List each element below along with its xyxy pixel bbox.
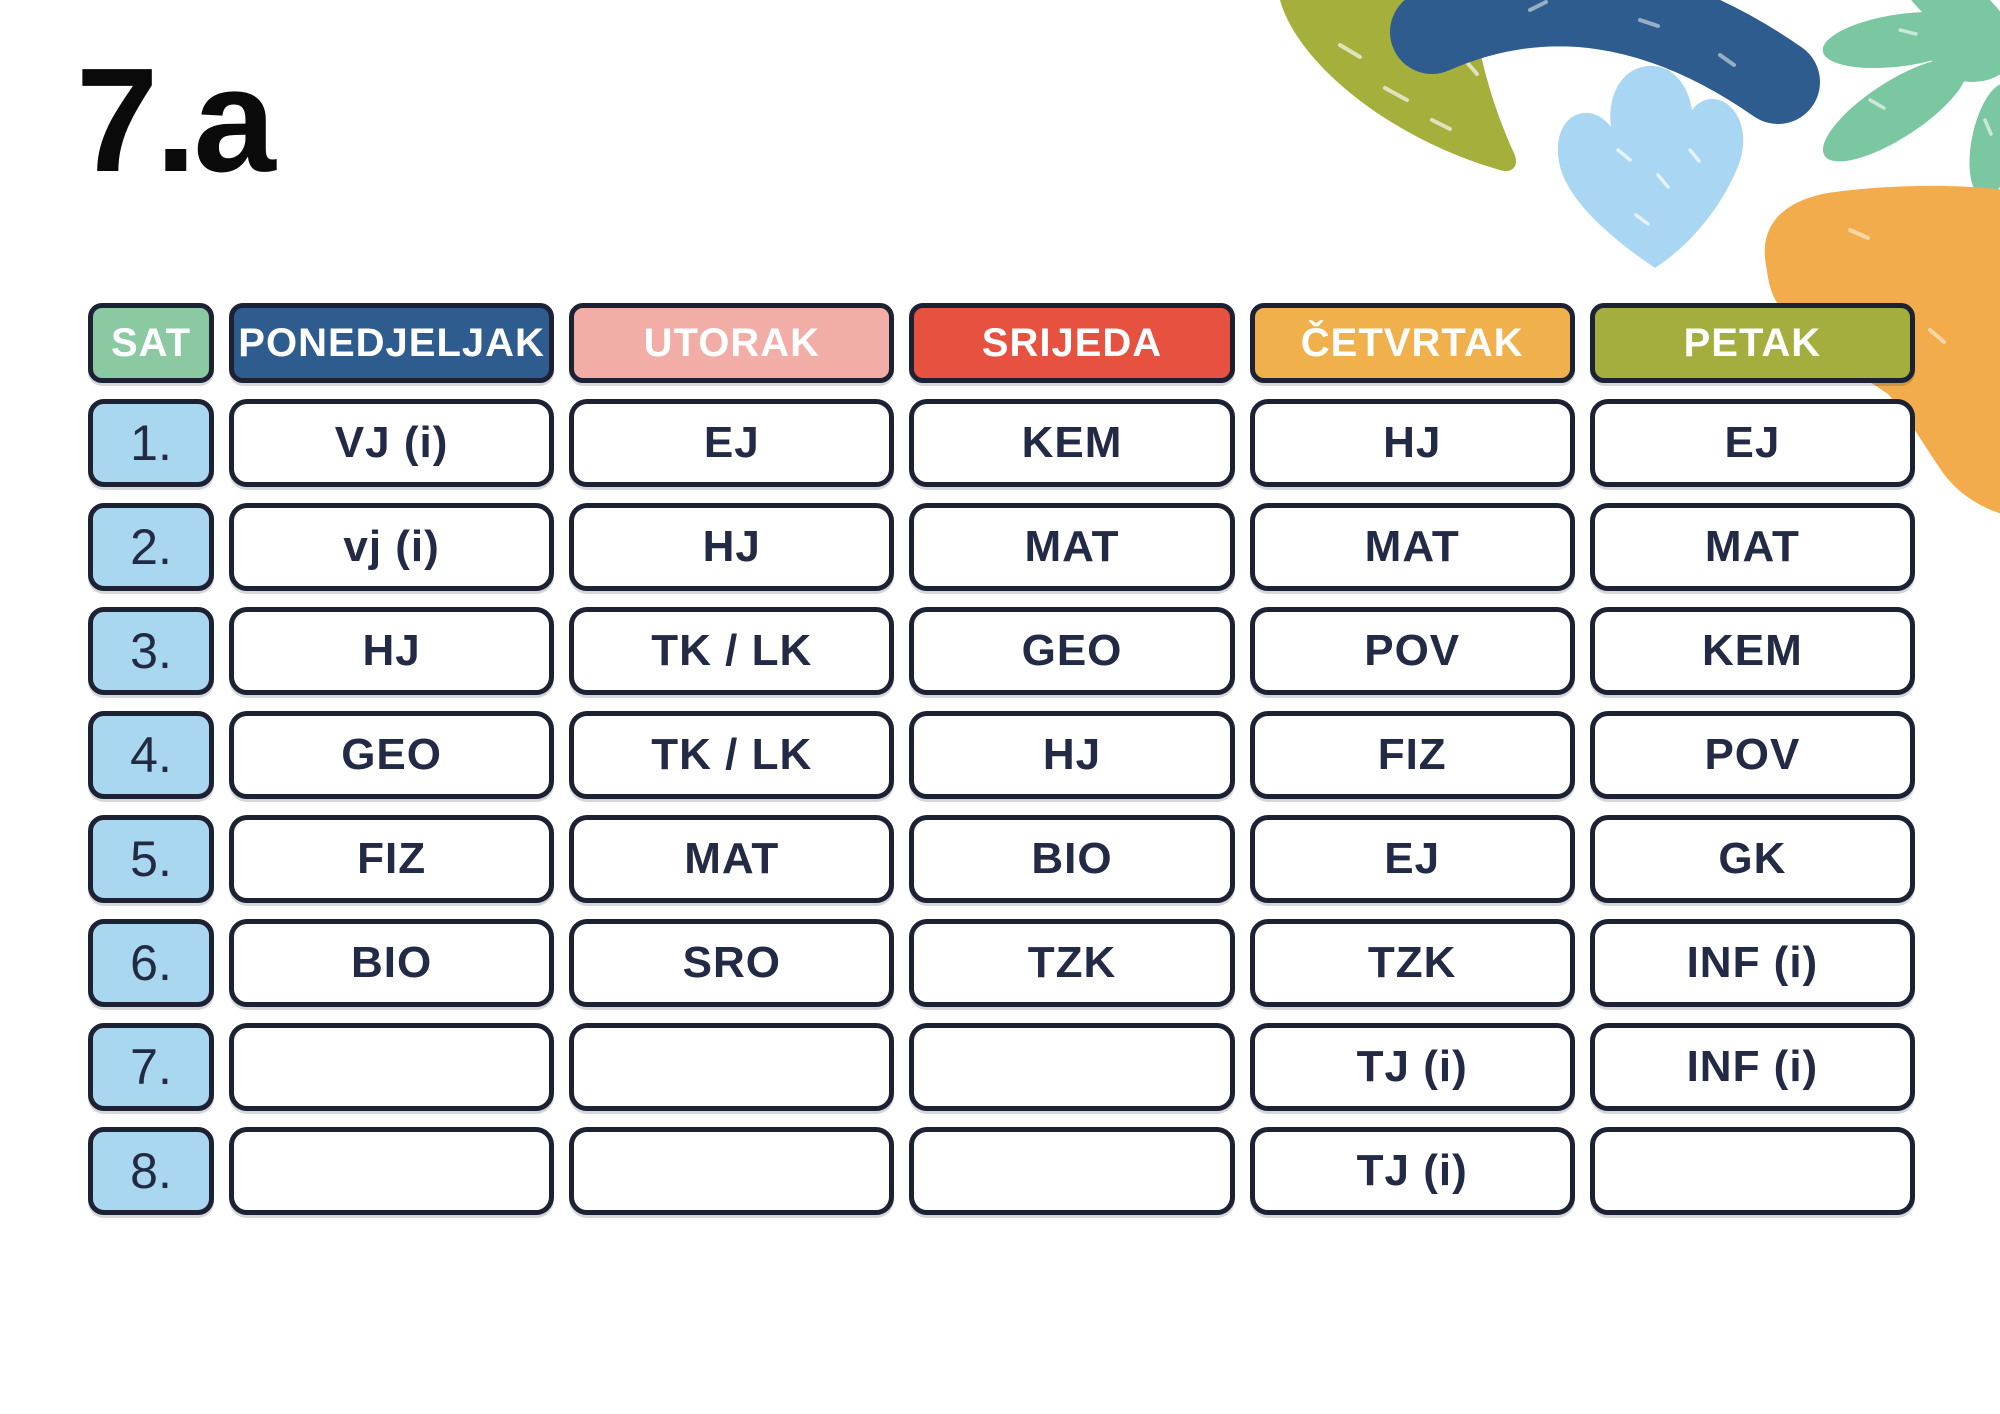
cell-cetvrtak-7: TJ (i) xyxy=(1249,1023,1575,1111)
cell-petak-3: KEM xyxy=(1589,607,1915,695)
cell-petak-4: POV xyxy=(1589,711,1915,799)
cell-petak-2: MAT xyxy=(1589,503,1915,591)
cell-srijeda-1: KEM xyxy=(909,399,1235,487)
timetable: SAT PONEDJELJAK UTORAK SRIJEDA ČETVRTAK PETAK… xyxy=(88,303,1915,1215)
cell-ponedjeljak-8 xyxy=(229,1127,555,1215)
cell-cetvrtak-8: TJ (i) xyxy=(1249,1127,1575,1215)
cell-ponedjeljak-2: vj (i) xyxy=(229,503,555,591)
period-2: 2. xyxy=(88,503,214,591)
cell-petak-5: GK xyxy=(1589,815,1915,903)
cell-petak-7: INF (i) xyxy=(1589,1023,1915,1111)
blue-arch-shape xyxy=(1390,0,1820,124)
cell-srijeda-4: HJ xyxy=(909,711,1235,799)
cell-utorak-8 xyxy=(569,1127,895,1215)
period-3: 3. xyxy=(88,607,214,695)
cell-cetvrtak-4: FIZ xyxy=(1249,711,1575,799)
cell-srijeda-2: MAT xyxy=(909,503,1235,591)
cell-ponedjeljak-7 xyxy=(229,1023,555,1111)
cell-srijeda-6: TZK xyxy=(909,919,1235,1007)
cell-utorak-3: TK / LK xyxy=(569,607,895,695)
cell-ponedjeljak-4: GEO xyxy=(229,711,555,799)
cell-cetvrtak-2: MAT xyxy=(1249,503,1575,591)
cell-srijeda-5: BIO xyxy=(909,815,1235,903)
cell-ponedjeljak-1: VJ (i) xyxy=(229,399,555,487)
cell-petak-8 xyxy=(1589,1127,1915,1215)
period-4: 4. xyxy=(88,711,214,799)
period-1: 1. xyxy=(88,399,214,487)
cell-utorak-5: MAT xyxy=(569,815,895,903)
day-header-ponedjeljak: PONEDJELJAK xyxy=(229,303,555,383)
green-palm-shape xyxy=(1822,0,2000,197)
period-8: 8. xyxy=(88,1127,214,1215)
cell-cetvrtak-6: TZK xyxy=(1249,919,1575,1007)
day-header-utorak: UTORAK xyxy=(569,303,895,383)
period-6: 6. xyxy=(88,919,214,1007)
cell-petak-6: INF (i) xyxy=(1589,919,1915,1007)
day-header-srijeda: SRIJEDA xyxy=(909,303,1235,383)
cell-cetvrtak-5: EJ xyxy=(1249,815,1575,903)
cell-petak-1: EJ xyxy=(1589,399,1915,487)
cell-cetvrtak-3: POV xyxy=(1249,607,1575,695)
cell-cetvrtak-1: HJ xyxy=(1249,399,1575,487)
day-header-cetvrtak: ČETVRTAK xyxy=(1249,303,1575,383)
cell-ponedjeljak-6: BIO xyxy=(229,919,555,1007)
corner-header-sat: SAT xyxy=(88,303,214,383)
cell-utorak-4: TK / LK xyxy=(569,711,895,799)
period-7: 7. xyxy=(88,1023,214,1111)
cell-srijeda-7 xyxy=(909,1023,1235,1111)
day-header-petak: PETAK xyxy=(1589,303,1915,383)
cell-ponedjeljak-3: HJ xyxy=(229,607,555,695)
light-blue-sprout-shape xyxy=(1557,65,1744,268)
cell-utorak-2: HJ xyxy=(569,503,895,591)
period-5: 5. xyxy=(88,815,214,903)
cell-srijeda-3: GEO xyxy=(909,607,1235,695)
cell-utorak-7 xyxy=(569,1023,895,1111)
page-title: 7.a xyxy=(76,38,276,203)
cell-ponedjeljak-5: FIZ xyxy=(229,815,555,903)
cell-srijeda-8 xyxy=(909,1127,1235,1215)
cell-utorak-1: EJ xyxy=(569,399,895,487)
cell-utorak-6: SRO xyxy=(569,919,895,1007)
